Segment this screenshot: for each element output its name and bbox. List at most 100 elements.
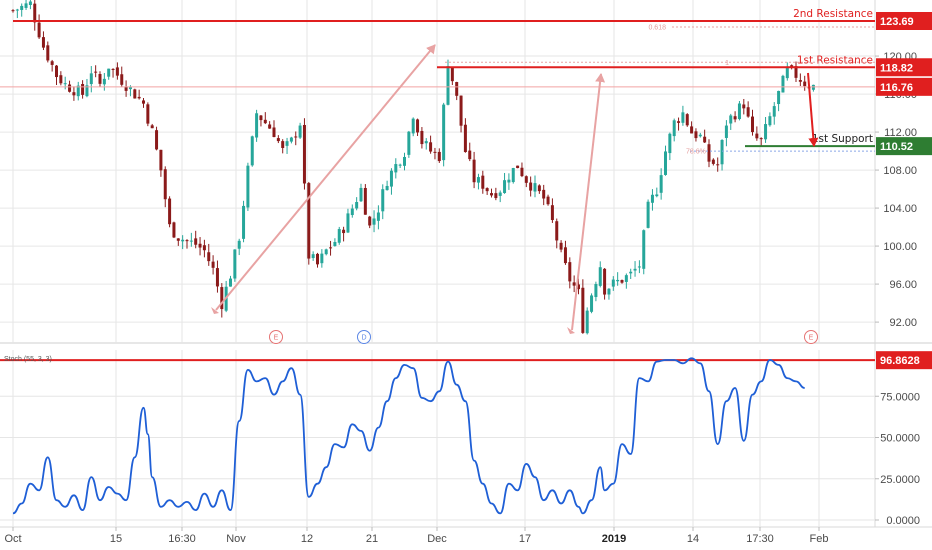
time-axis: Oct 15 16:30 Nov 12 21 Dec 17 2019 14 17:30 Feb: [4, 527, 828, 545]
event-marker: [269, 330, 283, 344]
candle-body: [172, 222, 176, 238]
candle-body: [89, 73, 93, 85]
candle-body: [294, 136, 298, 138]
candle-body: [420, 130, 424, 145]
candle-body: [468, 150, 472, 160]
candle-body: [98, 74, 102, 84]
candle-body: [694, 131, 698, 139]
candle-body: [394, 164, 398, 173]
time-tick-label: 17:30: [746, 533, 774, 545]
candle-body: [120, 74, 124, 85]
price-tags: 123.69 118.82 116.76 110.52 96.8628: [876, 11, 932, 370]
candle-body: [437, 151, 441, 162]
candle-body: [272, 127, 276, 138]
candle-body: [737, 103, 741, 120]
stoch-tag: [876, 351, 932, 370]
candle-body: [490, 193, 493, 196]
candle-body: [50, 61, 54, 65]
candle-body: [389, 170, 393, 187]
candle-body: [764, 124, 768, 140]
event-marker: [357, 330, 371, 344]
candle-body: [133, 89, 137, 99]
candle-body: [320, 253, 324, 264]
candle-body: [442, 104, 446, 161]
candle-body: [276, 138, 280, 142]
candle-body: [11, 10, 15, 12]
price-tick-label: 104.00: [883, 203, 917, 215]
first-support-label: 1st Support: [812, 133, 873, 145]
candle-body: [511, 168, 515, 183]
candle-body: [594, 284, 598, 298]
candle-body: [111, 68, 115, 70]
candle-body: [668, 133, 672, 154]
candle-body: [115, 67, 119, 76]
candle-body: [33, 3, 37, 23]
candle-body: [798, 80, 802, 82]
trend-arrow: [571, 73, 606, 331]
candle-body: [333, 242, 337, 246]
candle-body: [785, 66, 789, 79]
candle-body: [533, 183, 537, 192]
candle-body: [146, 104, 150, 124]
candle-body: [107, 68, 111, 77]
candle-body: [189, 240, 193, 242]
candle-body: [772, 106, 776, 117]
price-tick-label: 92.00: [889, 317, 917, 329]
candle-body: [220, 287, 224, 310]
candle-body: [198, 243, 202, 248]
candle-body: [459, 95, 463, 126]
candle-body: [637, 266, 641, 268]
candle-body: [803, 81, 807, 87]
candle-body: [524, 176, 528, 183]
candle-body: [342, 229, 346, 234]
candle-body: [302, 124, 306, 184]
candle-body: [664, 151, 667, 175]
candle-body: [685, 114, 689, 126]
candle-body: [568, 262, 572, 282]
candle-body: [15, 9, 19, 11]
candle-body: [142, 100, 145, 104]
candle-body: [289, 137, 293, 142]
candle-body: [181, 239, 185, 242]
candle-body: [742, 104, 746, 109]
candle-body: [229, 278, 232, 287]
price-tick-label: 108.00: [883, 165, 917, 177]
candle-body: [603, 268, 607, 295]
candle-body: [446, 66, 450, 105]
candle-body: [520, 167, 524, 177]
candle-body: [537, 185, 541, 192]
candle-body: [102, 78, 106, 85]
stoch-tag-label: 96.8628: [880, 355, 920, 367]
trend-arrow-tail: [211, 307, 219, 314]
candle-body: [498, 192, 502, 196]
stoch-gridlines: [0, 350, 875, 527]
candle-body: [581, 287, 585, 333]
candle-body: [385, 185, 389, 191]
candle-body: [363, 187, 367, 215]
candle-body: [246, 165, 250, 208]
time-tick-label: 17: [519, 533, 531, 545]
trend-arrow-tail: [567, 327, 575, 334]
candle-body: [307, 183, 311, 259]
candle-body: [350, 208, 354, 216]
candle-body: [316, 253, 319, 265]
candle-body: [72, 92, 76, 96]
candle-body: [55, 65, 58, 78]
stoch-tick-label: 25.0000: [880, 474, 920, 486]
trend-arrow: [215, 44, 436, 311]
candle-body: [329, 247, 333, 249]
time-tick-label: 21: [366, 533, 378, 545]
time-tick-label: 15: [110, 533, 122, 545]
price-tag: [876, 137, 932, 156]
candle-body: [672, 120, 676, 137]
candle-body: [185, 240, 189, 242]
candle-body: [555, 221, 559, 241]
stochastic-indicator: Stoch (55, 3, 3): [0, 356, 875, 515]
candle-body: [542, 189, 546, 199]
candle-body: [768, 116, 772, 126]
price-tag-label: 123.69: [880, 16, 914, 28]
candle-body: [624, 275, 628, 282]
price-tag-label: 116.76: [880, 82, 913, 94]
candle-body: [63, 83, 67, 85]
